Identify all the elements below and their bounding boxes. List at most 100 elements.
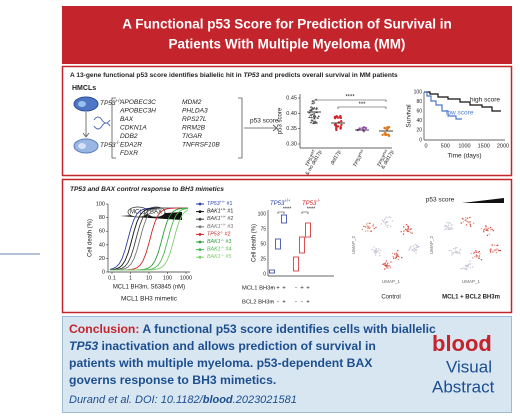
umap-point — [385, 266, 388, 269]
cell-wt-nucleus — [78, 101, 86, 107]
legend-label-part: -/- — [221, 238, 225, 242]
legend-swatch — [198, 202, 202, 206]
umap-point — [390, 261, 392, 263]
group-label-part: mut — [381, 149, 387, 156]
legend-label: BAK1-/- #4 — [207, 246, 231, 253]
umap-point — [384, 263, 387, 265]
row-label: BCL2 BH3m — [242, 300, 274, 306]
umap-point — [403, 226, 405, 228]
umap-point — [476, 255, 479, 257]
umap-point — [409, 231, 411, 234]
umap-point — [469, 216, 471, 219]
umap-point — [367, 230, 369, 232]
umap-point — [445, 228, 447, 230]
row-sign: + — [282, 300, 286, 306]
umap-point — [375, 249, 378, 251]
legend-label: TP53+/+ #1 — [207, 200, 232, 207]
umap-point — [473, 251, 476, 254]
legend-label-part: #3 — [224, 239, 231, 245]
umap-point — [400, 256, 403, 259]
gene: BAX — [120, 116, 134, 123]
umap-point — [454, 248, 456, 250]
y-axis-label: Survival — [406, 104, 413, 128]
umap-point — [404, 228, 407, 231]
umap-point — [374, 251, 376, 253]
umap-point — [450, 249, 452, 252]
legend-label-part: #2 — [223, 232, 230, 238]
umap-point — [384, 264, 387, 267]
row-sign: - — [277, 300, 279, 306]
umap-point — [390, 225, 392, 227]
legend-label: BAK1+/+ #2 — [207, 215, 233, 222]
legend-label-part: +/+ — [221, 223, 226, 227]
gene: PHLDA3 — [182, 107, 208, 114]
umap-x-label: UMAP_1 — [462, 279, 481, 284]
y-tick-label: 50 — [260, 241, 266, 247]
legend-label-part: -/- — [221, 246, 225, 250]
umap-point — [369, 226, 371, 229]
gene: APOBEC3C — [119, 99, 156, 106]
point — [311, 102, 314, 105]
conclusion-line-part: inactivation and allows prediction of su… — [98, 339, 376, 353]
umap-point — [405, 223, 408, 226]
legend-label-part: TP53 — [207, 232, 220, 238]
cell-ko-label-part: -/- — [116, 140, 121, 145]
umap-point — [397, 253, 399, 256]
x-tick-label: 0.1 — [108, 275, 116, 281]
umap-point — [469, 263, 472, 265]
legend-label-part: -/- — [221, 253, 225, 257]
y-tick-label: 100 — [258, 211, 267, 217]
umap-point — [485, 228, 487, 230]
umap-point — [372, 225, 374, 227]
umap-point — [496, 248, 498, 250]
umap-point — [385, 221, 388, 223]
umap-point — [467, 263, 470, 266]
umap-point — [489, 250, 492, 252]
umap-point — [397, 255, 399, 257]
umap-point — [390, 267, 392, 269]
umap-point — [407, 228, 409, 231]
y-tick-label: 60 — [99, 229, 105, 235]
umap-point — [487, 228, 489, 230]
panel-heading-part: A 13-gene functional p53 score identifie… — [70, 72, 243, 79]
umap-point — [409, 247, 411, 249]
cells-label: HMCLs — [72, 85, 96, 92]
point — [339, 127, 342, 130]
group-label-part: TP53 — [377, 155, 388, 169]
umap-point — [412, 249, 414, 251]
point — [309, 121, 313, 124]
umap-point — [397, 258, 399, 261]
umap-point — [369, 222, 371, 225]
umap-point — [460, 222, 463, 224]
umap-point — [413, 247, 416, 249]
legend-label-part: #2 — [226, 217, 233, 223]
umap-point — [448, 227, 450, 229]
umap-point — [467, 220, 469, 223]
legend-label-part: BAK1 — [207, 217, 221, 223]
umap-point — [369, 230, 372, 233]
umap-point — [374, 254, 377, 256]
significance: **** — [307, 206, 316, 212]
logo-word: Abstract — [432, 377, 495, 396]
umap-point — [396, 255, 398, 257]
umap-point — [378, 255, 381, 257]
point — [312, 112, 316, 115]
x-tick-label: 1000 — [180, 275, 192, 281]
umap-point — [479, 253, 481, 255]
umap-point — [464, 217, 467, 219]
panel-heading: TP53 and BAX control response to BH3 mim… — [70, 186, 224, 193]
umap-point — [498, 249, 500, 252]
umap-point — [386, 226, 389, 228]
cell-ko-nucleus — [78, 143, 86, 149]
panel-heading-part: TP53 — [243, 72, 259, 79]
bracket — [313, 99, 387, 109]
point — [313, 120, 317, 123]
umap-point — [392, 256, 395, 258]
significance: *** — [358, 102, 366, 108]
title-banner — [62, 6, 512, 64]
significance: **** — [283, 206, 292, 212]
gene: CDKN1A — [120, 124, 147, 131]
gene: EDA2R — [120, 141, 142, 148]
umap-point — [469, 223, 471, 225]
umap-point — [447, 224, 450, 226]
